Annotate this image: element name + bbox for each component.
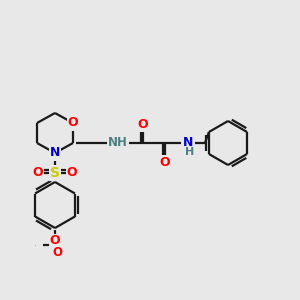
Text: O: O [34,244,36,245]
Text: O: O [33,167,43,179]
Text: O: O [68,116,78,130]
Text: O: O [160,155,170,169]
Text: N: N [50,146,60,160]
Text: O: O [50,235,60,248]
Text: N: N [183,136,193,149]
Text: NH: NH [108,136,128,149]
Text: S: S [50,166,60,180]
Text: O: O [138,118,148,130]
Text: O: O [67,167,77,179]
Text: H: H [185,147,195,157]
Text: O: O [52,245,62,259]
